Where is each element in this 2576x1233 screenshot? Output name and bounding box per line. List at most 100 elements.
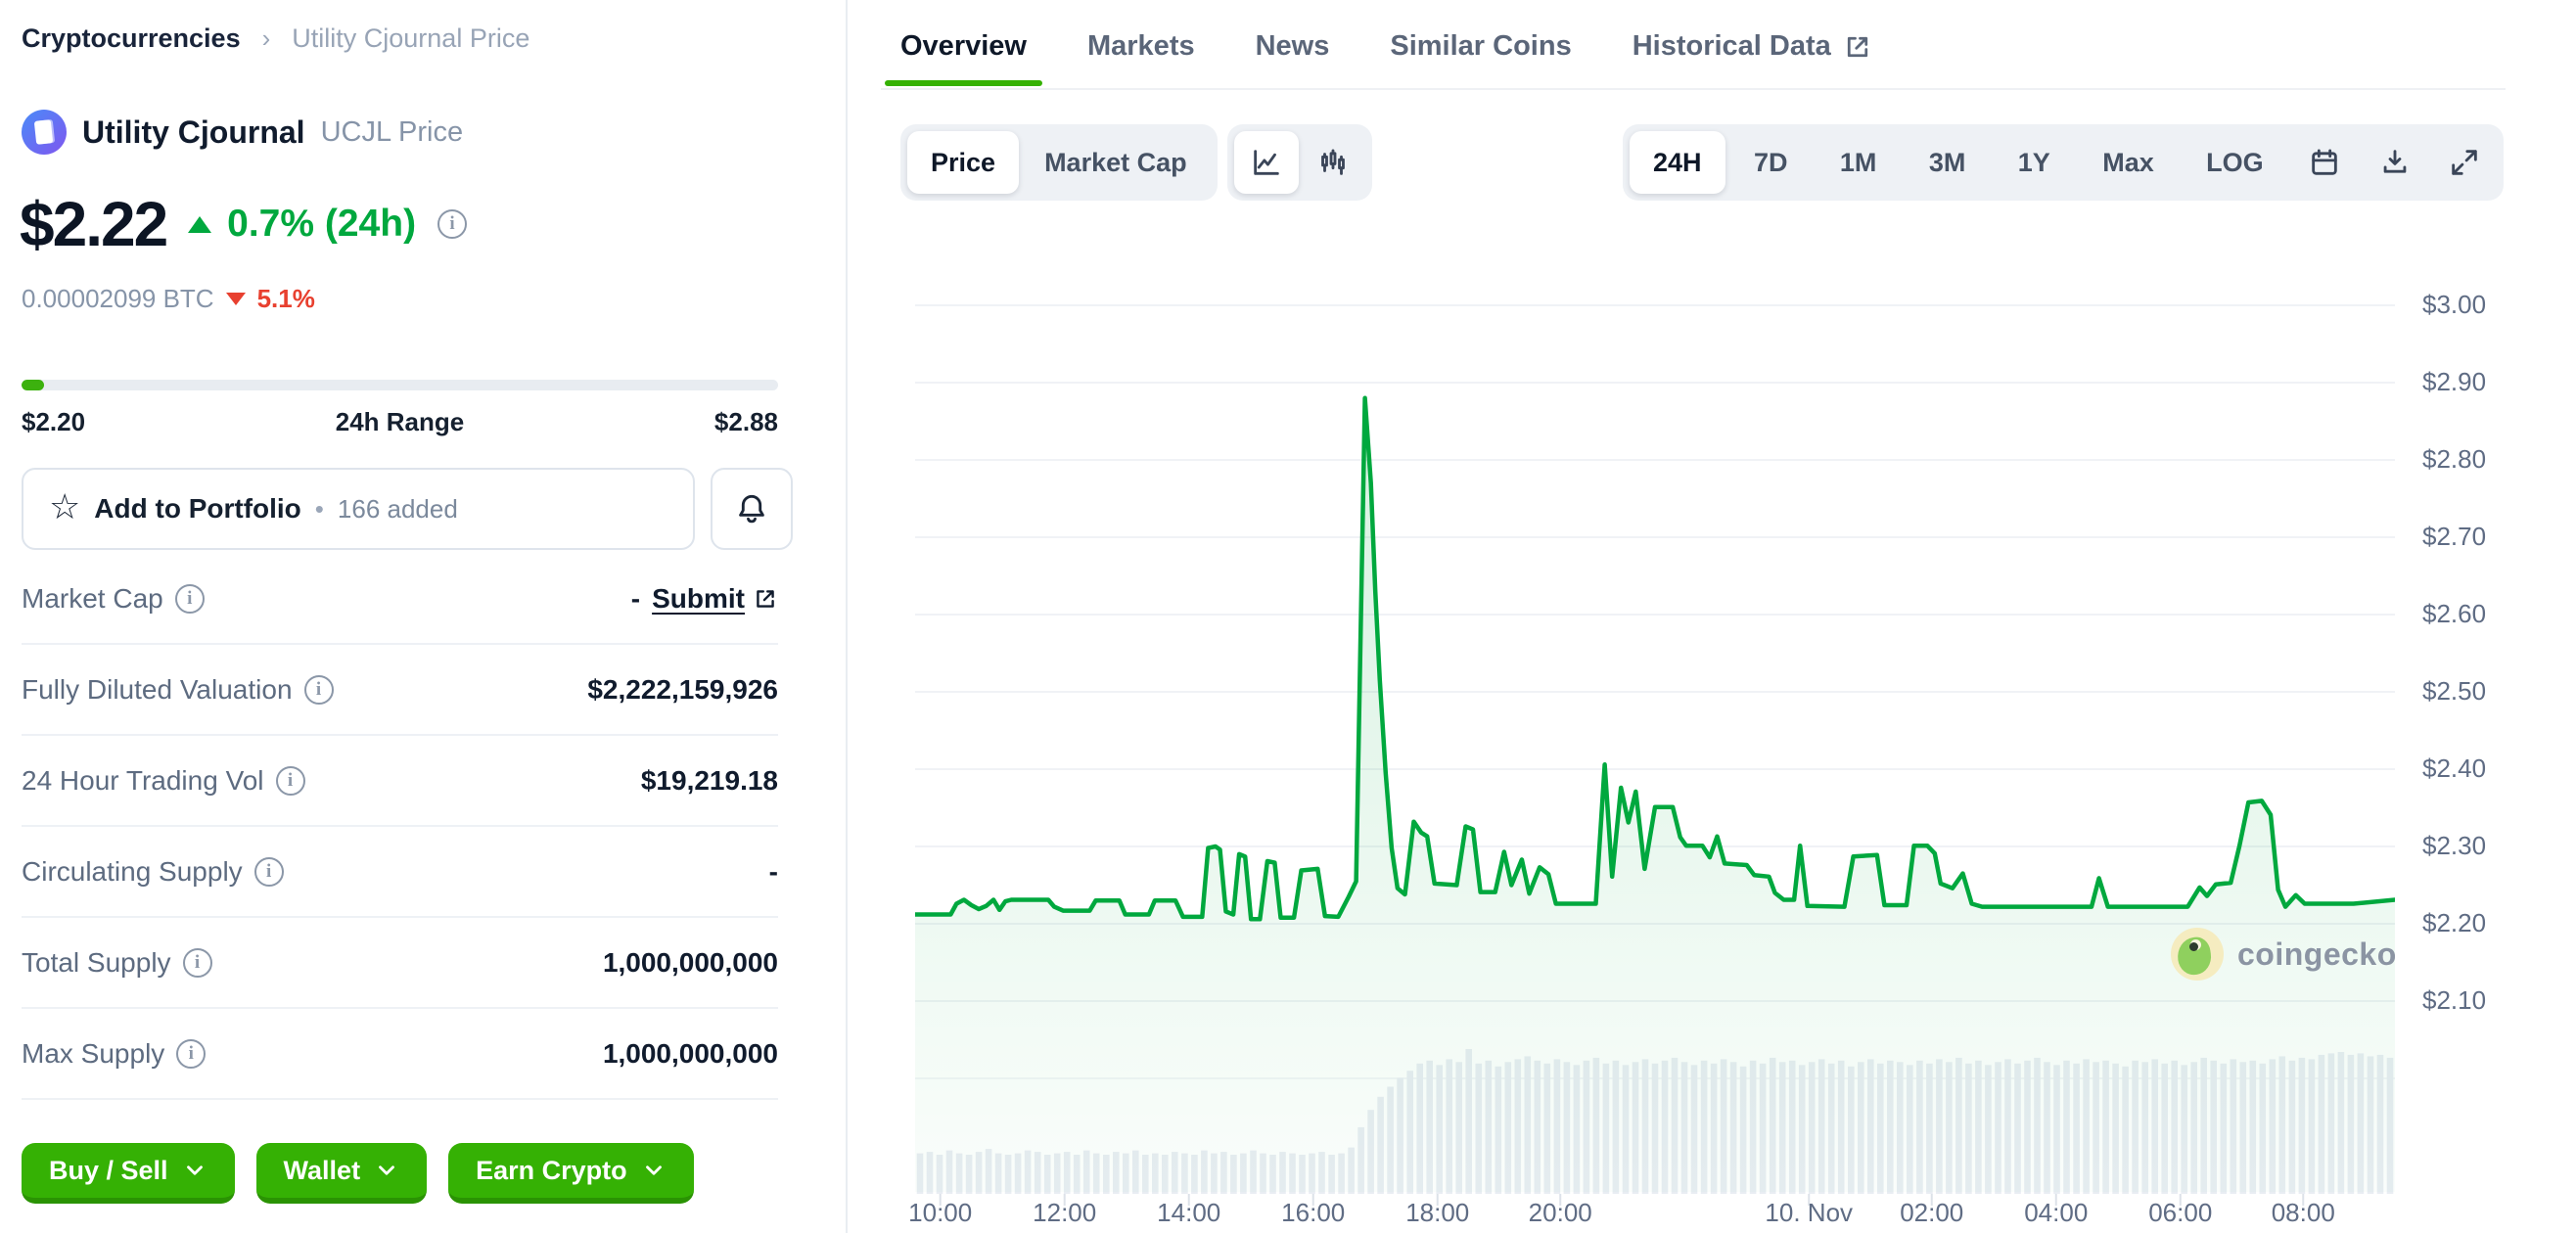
- chevron-down-icon: [186, 1165, 203, 1175]
- vertical-divider: [846, 0, 848, 1233]
- x-axis-label: 16:00: [1281, 1198, 1346, 1227]
- stat-value: -: [768, 855, 778, 887]
- info-icon[interactable]: i: [253, 856, 284, 887]
- earn-crypto-button[interactable]: Earn Crypto: [448, 1143, 694, 1204]
- price-alert-button[interactable]: [711, 468, 793, 550]
- x-axis-label: 08:00: [2271, 1198, 2335, 1227]
- star-icon: ☆: [49, 486, 81, 526]
- x-axis-label: 10. Nov: [1765, 1198, 1854, 1227]
- tab-row-border: [881, 88, 2506, 90]
- breadcrumb: Cryptocurrencies › Utility Cjournal Pric…: [22, 23, 529, 54]
- arrow-down-icon: [225, 293, 246, 305]
- chart-type-toggle: [1227, 124, 1372, 201]
- wallet-button[interactable]: Wallet: [255, 1143, 428, 1204]
- add-to-portfolio-button[interactable]: ☆ Add to Portfolio • 166 added: [22, 468, 695, 550]
- add-to-portfolio-label: Add to Portfolio: [94, 493, 301, 524]
- breadcrumb-current: Utility Cjournal Price: [292, 23, 530, 53]
- external-link-icon: [757, 589, 774, 608]
- stat-value: 1,000,000,000: [602, 946, 778, 978]
- current-price: $2.22: [20, 189, 168, 259]
- stat-label: Total Supply: [22, 946, 171, 978]
- range-progress-bar: [22, 380, 778, 390]
- candlestick-chart-icon: [1321, 149, 1345, 175]
- y-axis-label: $2.10: [2422, 985, 2487, 1015]
- y-axis-label: $2.70: [2422, 522, 2487, 551]
- table-row-fdv: Fully Diluted Valuation i $2,222,159,926: [22, 645, 778, 736]
- coin-name: Utility Cjournal: [82, 114, 305, 150]
- price-line: [915, 395, 2395, 922]
- info-icon[interactable]: i: [176, 1038, 207, 1069]
- price-chart[interactable]: [915, 264, 2395, 1206]
- arrow-up-icon: [188, 215, 212, 233]
- stat-label: 24 Hour Trading Vol: [22, 764, 264, 796]
- submit-link[interactable]: Submit: [652, 583, 778, 615]
- tab-similar-coins[interactable]: Similar Coins: [1390, 30, 1572, 62]
- range-low: $2.20: [22, 407, 86, 436]
- log-scale-button[interactable]: LOG: [2206, 147, 2264, 177]
- metric-price-button[interactable]: Price: [907, 131, 1020, 194]
- tab-overview[interactable]: Overview: [885, 30, 1042, 86]
- calendar-button[interactable]: [2292, 131, 2357, 194]
- range-title: 24h Range: [335, 407, 465, 436]
- range-1m-button[interactable]: 1M: [1839, 147, 1877, 177]
- range-labels: $2.20 24h Range $2.88: [22, 407, 778, 437]
- coingecko-logo-icon: [2171, 928, 2224, 981]
- stat-label: Circulating Supply: [22, 855, 243, 887]
- coin-header: Utility Cjournal UCJL Price: [22, 110, 463, 155]
- external-link-icon: [1847, 36, 1867, 57]
- chevron-right-icon: ›: [261, 23, 271, 53]
- coin-symbol-label: UCJL Price: [320, 115, 464, 148]
- info-icon[interactable]: i: [437, 209, 468, 239]
- metric-market-cap-button[interactable]: Market Cap: [1044, 147, 1187, 177]
- range-1y-button[interactable]: 1Y: [2017, 147, 2050, 177]
- x-axis-label: 14:00: [1157, 1198, 1221, 1227]
- tab-news[interactable]: News: [1255, 30, 1330, 62]
- chevron-down-icon: [379, 1165, 394, 1175]
- range-3m-button[interactable]: 3M: [1928, 147, 1966, 177]
- calendar-icon: [2312, 149, 2337, 175]
- y-axis-label: $2.20: [2422, 908, 2487, 937]
- coingecko-watermark: coingecko: [2171, 928, 2397, 981]
- candlestick-chart-type-button[interactable]: [1301, 131, 1365, 194]
- info-icon[interactable]: i: [182, 947, 212, 978]
- y-axis-label: $2.60: [2422, 599, 2487, 628]
- fullscreen-button[interactable]: [2432, 131, 2497, 194]
- x-axis-label: 18:00: [1405, 1198, 1470, 1227]
- range-high: $2.88: [713, 407, 778, 436]
- stat-label: Max Supply: [22, 1037, 165, 1069]
- y-axis-label: $2.40: [2422, 754, 2487, 783]
- x-axis-ticks: [939, 1194, 2305, 1206]
- range-7d-button[interactable]: 7D: [1753, 147, 1788, 177]
- portfolio-added-count: 166 added: [337, 493, 458, 524]
- x-axis-label: 10:00: [908, 1198, 973, 1227]
- table-row-circulating-supply: Circulating Supply i -: [22, 827, 778, 918]
- btc-change: 5.1%: [256, 284, 315, 313]
- price-area-fill: [915, 397, 2395, 1192]
- breadcrumb-cryptocurrencies[interactable]: Cryptocurrencies: [22, 23, 241, 53]
- tab-markets[interactable]: Markets: [1086, 30, 1195, 62]
- x-axis-label: 20:00: [1528, 1198, 1592, 1227]
- stat-value: $19,219.18: [640, 764, 778, 796]
- stat-value: 1,000,000,000: [602, 1037, 778, 1069]
- line-chart-type-button[interactable]: [1234, 131, 1299, 194]
- info-icon[interactable]: i: [174, 583, 205, 614]
- btc-price: 0.00002099 BTC: [22, 284, 214, 313]
- x-axis-label: 12:00: [1033, 1198, 1097, 1227]
- metric-toggle: Price Market Cap: [900, 124, 1218, 201]
- y-axis-label: $2.80: [2422, 444, 2487, 474]
- buy-sell-button[interactable]: Buy / Sell: [22, 1143, 235, 1204]
- tab-historical-data[interactable]: Historical Data: [1633, 30, 1872, 84]
- info-icon[interactable]: i: [303, 674, 334, 705]
- range-max-button[interactable]: Max: [2102, 147, 2154, 177]
- price-row: $2.22 0.7% (24h) i: [20, 188, 468, 260]
- stat-value: -: [630, 582, 641, 614]
- y-axis-label: $2.30: [2422, 831, 2487, 860]
- btc-price-row: 0.00002099 BTC 5.1%: [22, 284, 315, 314]
- bell-icon: [739, 494, 764, 524]
- download-button[interactable]: [2363, 131, 2427, 194]
- table-row-market-cap: Market Cap i - Submit: [22, 554, 778, 645]
- stat-label: Fully Diluted Valuation: [22, 673, 293, 705]
- range-24h-button[interactable]: 24H: [1630, 131, 1725, 194]
- info-icon[interactable]: i: [275, 765, 305, 796]
